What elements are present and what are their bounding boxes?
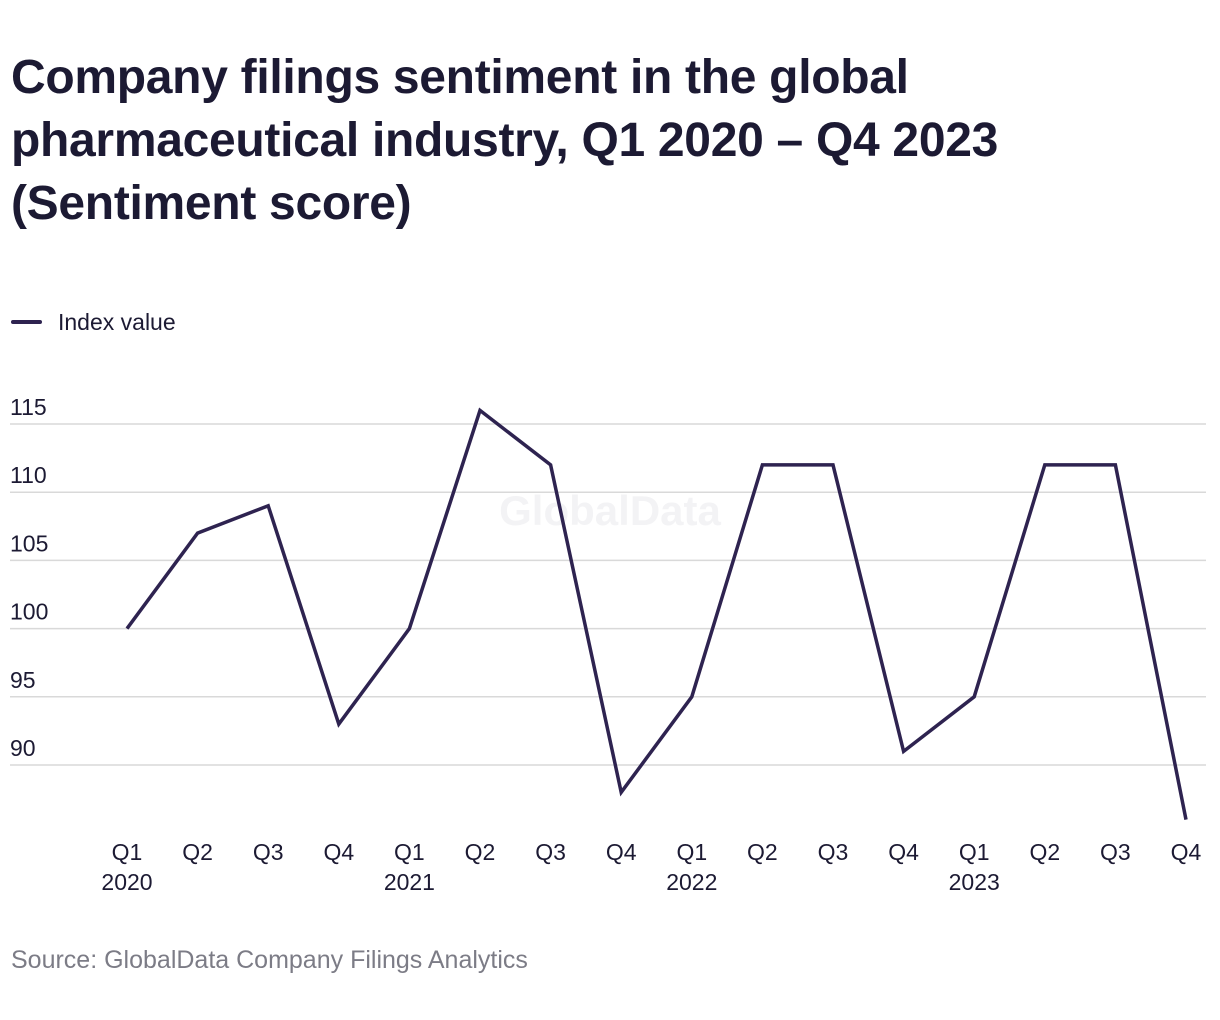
x-tick-label: Q3 <box>818 839 849 865</box>
source-note: Source: GlobalData Company Filings Analy… <box>11 946 528 974</box>
x-year-label: 2023 <box>949 869 1000 895</box>
y-tick-label-90: 90 <box>10 735 36 761</box>
chart-legend: Index value <box>11 307 176 337</box>
x-tick-label: Q4 <box>606 839 637 865</box>
chart-title-line-2: pharmaceutical industry, Q1 2020 – Q4 20… <box>11 114 999 167</box>
legend-line-swatch <box>11 320 42 324</box>
line-chart: GlobalData 115 110 105 100 95 90 Q1 2020 Q2 Q3 Q4… <box>10 394 1206 895</box>
x-tick-label: Q3 <box>253 839 284 865</box>
x-tick-label: Q1 <box>112 839 143 865</box>
series-lines <box>125 407 1188 820</box>
legend-label: Index value <box>58 308 176 335</box>
x-axis-ticks: Q1 2020 Q2 Q3 Q4 Q1 2021 Q2 Q3 Q4 Q1 2022 Q2 Q3 Q4 Q1 20… <box>101 839 1201 895</box>
y-tick-label-105: 105 <box>10 530 48 556</box>
y-axis-ticks: 115 110 105 100 95 90 <box>10 394 48 761</box>
watermark: GlobalData <box>499 487 721 534</box>
chart-title-line-3: (Sentiment score) <box>11 177 412 230</box>
x-tick-label: Q2 <box>1029 839 1060 865</box>
y-tick-label-110: 110 <box>10 462 47 488</box>
x-tick-label: Q4 <box>323 839 354 865</box>
y-tick-label-100: 100 <box>10 599 48 625</box>
x-tick-label: Q3 <box>1100 839 1131 865</box>
x-tick-label: Q2 <box>465 839 496 865</box>
x-year-label: 2020 <box>101 869 152 895</box>
y-tick-label-95: 95 <box>10 667 36 693</box>
x-year-label: 2021 <box>384 869 435 895</box>
x-tick-label: Q1 <box>676 839 707 865</box>
chart-title: Company filings sentiment in the global … <box>11 46 1131 235</box>
x-tick-label: Q1 <box>959 839 990 865</box>
series-line-0 <box>125 407 1188 820</box>
y-tick-label-115: 115 <box>10 394 47 420</box>
x-tick-label: Q3 <box>535 839 566 865</box>
grid-lines <box>10 423 1206 766</box>
x-year-label: 2022 <box>666 869 717 895</box>
x-tick-label: Q2 <box>182 839 213 865</box>
x-tick-label: Q2 <box>747 839 778 865</box>
x-tick-label: Q4 <box>1171 839 1202 865</box>
chart-title-line-1: Company filings sentiment in the global <box>11 51 909 104</box>
x-tick-label: Q1 <box>394 839 425 865</box>
x-tick-label: Q4 <box>888 839 919 865</box>
